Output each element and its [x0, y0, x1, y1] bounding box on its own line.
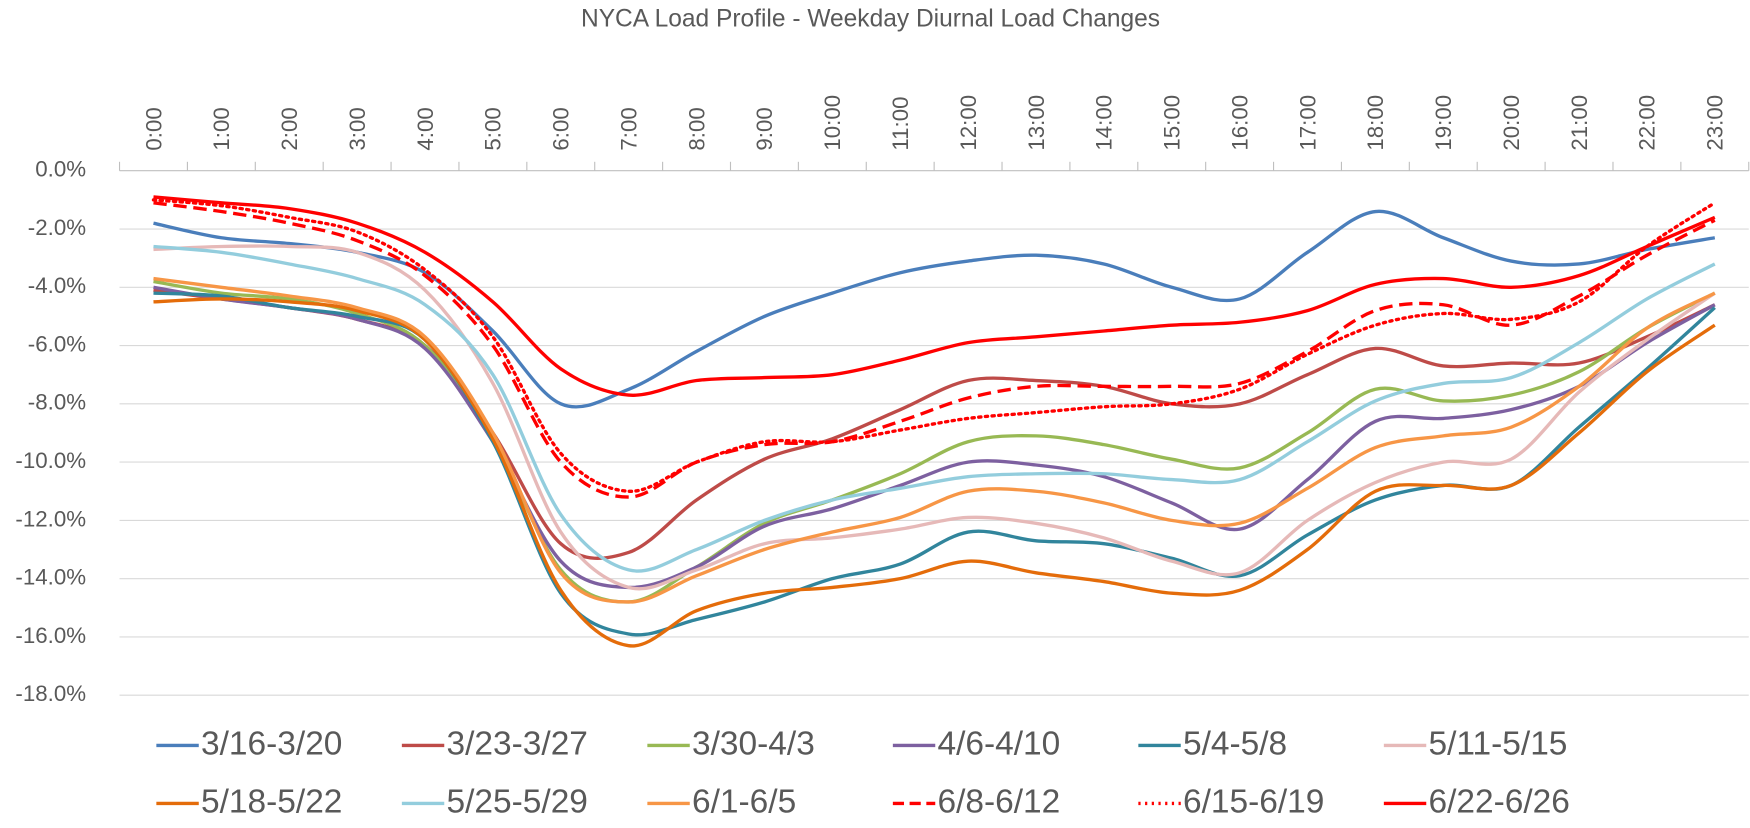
series-line	[153, 244, 1716, 573]
x-tick-label: 16:00	[1227, 95, 1252, 151]
legend-label: 5/4-5/8	[1183, 725, 1287, 762]
legend-label: 5/11-5/15	[1428, 725, 1567, 762]
chart-title: NYCA Load Profile - Weekday Diurnal Load…	[581, 6, 1160, 33]
x-tick-label: 18:00	[1363, 95, 1388, 151]
legend-label: 4/6-4/10	[937, 725, 1060, 762]
y-tick-label: -16.0%	[15, 623, 86, 648]
x-tick-label: 23:00	[1703, 95, 1728, 151]
y-tick-label: -2.0%	[28, 215, 86, 240]
x-tick-label: 13:00	[1024, 95, 1049, 151]
legend-label: 5/25-5/29	[446, 783, 587, 820]
x-tick-label: 2:00	[277, 107, 302, 150]
x-tick-label: 5:00	[481, 107, 506, 150]
y-tick-label: 0.0%	[35, 157, 86, 182]
series-line	[153, 285, 1716, 590]
legend-label: 3/16-3/20	[201, 725, 342, 762]
x-tick-label: 20:00	[1499, 95, 1524, 151]
x-tick-label: 6:00	[549, 107, 574, 150]
x-tick-label: 3:00	[345, 107, 370, 150]
series-line	[153, 209, 1716, 409]
x-tick-label: 11:00	[888, 96, 913, 150]
series-line	[153, 195, 1716, 397]
x-tick-label: 1:00	[209, 107, 234, 150]
legend-label: 6/1-6/5	[692, 783, 796, 820]
x-tick-label: 21:00	[1567, 95, 1592, 151]
x-tick-label: 19:00	[1431, 95, 1456, 151]
x-tick-label: 4:00	[413, 107, 438, 150]
x-tick-label: 7:00	[616, 107, 641, 150]
series-line	[151, 198, 1717, 493]
y-tick-label: -14.0%	[15, 565, 86, 590]
x-tick-label: 17:00	[1295, 95, 1320, 151]
series-line	[153, 201, 1716, 499]
y-tick-label: -6.0%	[28, 331, 86, 356]
x-tick-label: 14:00	[1092, 95, 1117, 151]
y-tick-label: -10.0%	[15, 448, 86, 473]
y-tick-label: -18.0%	[15, 681, 86, 706]
x-tick-label: 9:00	[752, 107, 777, 150]
x-tick-label: 10:00	[820, 95, 845, 151]
x-tick-label: 8:00	[684, 107, 709, 150]
legend-label: 6/22-6/26	[1428, 783, 1569, 820]
x-tick-label: 22:00	[1635, 95, 1660, 151]
series-line	[153, 297, 1716, 648]
legend-label: 3/30-4/3	[692, 725, 815, 762]
series-line	[153, 276, 1716, 604]
legend-label: 6/8-6/12	[937, 783, 1060, 820]
series-line	[153, 279, 1716, 604]
legend-label: 5/18-5/22	[201, 783, 342, 820]
x-tick-label: 15:00	[1160, 95, 1185, 151]
y-tick-label: -12.0%	[15, 506, 86, 531]
x-tick-label: 0:00	[141, 107, 166, 150]
y-tick-label: -8.0%	[28, 390, 86, 415]
series-line	[153, 244, 1716, 591]
legend-label: 6/15-6/19	[1183, 783, 1324, 820]
x-tick-label: 12:00	[956, 95, 981, 151]
legend-label: 3/23-3/27	[446, 725, 587, 762]
y-tick-label: -4.0%	[28, 273, 86, 298]
